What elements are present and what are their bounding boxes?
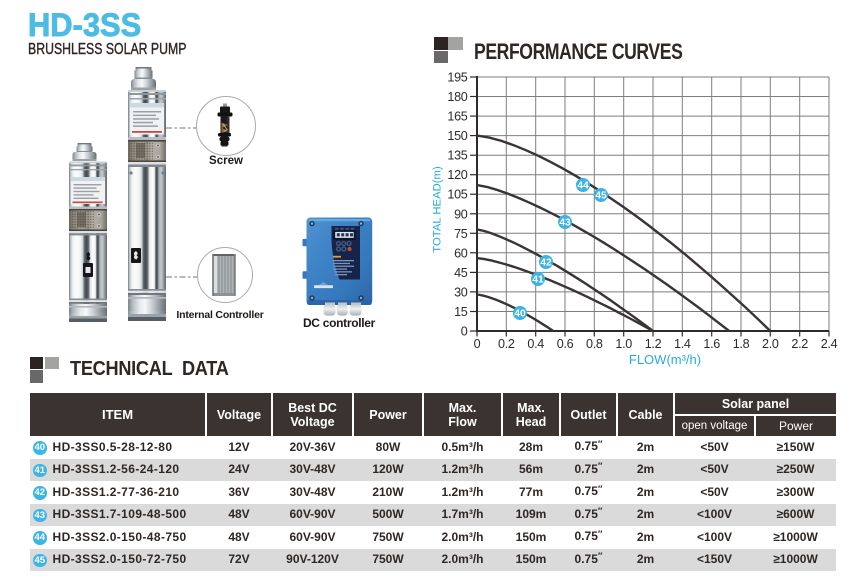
svg-text:TOTAL HEAD(m): TOTAL HEAD(m) — [432, 166, 444, 253]
svg-text:0.6: 0.6 — [557, 337, 574, 351]
svg-text:FLOW(m³/h): FLOW(m³/h) — [629, 352, 701, 367]
svg-text:165: 165 — [447, 110, 467, 124]
svg-text:60: 60 — [454, 246, 468, 260]
svg-text:0.4: 0.4 — [527, 337, 544, 351]
svg-text:45: 45 — [595, 191, 607, 202]
svg-text:15: 15 — [454, 305, 468, 319]
svg-text:1.6: 1.6 — [703, 337, 720, 351]
svg-text:120: 120 — [447, 168, 467, 182]
svg-text:41: 41 — [532, 275, 544, 286]
svg-text:1.4: 1.4 — [674, 337, 691, 351]
svg-text:0: 0 — [474, 337, 481, 351]
svg-text:40: 40 — [514, 309, 526, 320]
svg-text:30: 30 — [454, 285, 468, 299]
svg-text:0: 0 — [461, 325, 468, 339]
svg-text:2.2: 2.2 — [791, 337, 808, 351]
svg-text:180: 180 — [447, 90, 467, 104]
svg-text:105: 105 — [447, 188, 467, 202]
svg-text:2.0: 2.0 — [762, 337, 779, 351]
svg-text:195: 195 — [447, 71, 467, 85]
svg-text:2.4: 2.4 — [821, 337, 838, 351]
svg-text:0.2: 0.2 — [498, 337, 515, 351]
svg-text:44: 44 — [577, 181, 589, 192]
svg-text:42: 42 — [540, 258, 552, 269]
svg-text:43: 43 — [559, 218, 571, 229]
svg-text:1.8: 1.8 — [733, 337, 750, 351]
svg-text:45: 45 — [454, 266, 468, 280]
svg-text:135: 135 — [447, 149, 467, 163]
svg-text:75: 75 — [454, 227, 468, 241]
svg-text:150: 150 — [447, 129, 467, 143]
svg-text:0.8: 0.8 — [586, 337, 603, 351]
svg-text:1.0: 1.0 — [615, 337, 632, 351]
svg-text:90: 90 — [454, 207, 468, 221]
svg-text:1.2: 1.2 — [645, 337, 662, 351]
